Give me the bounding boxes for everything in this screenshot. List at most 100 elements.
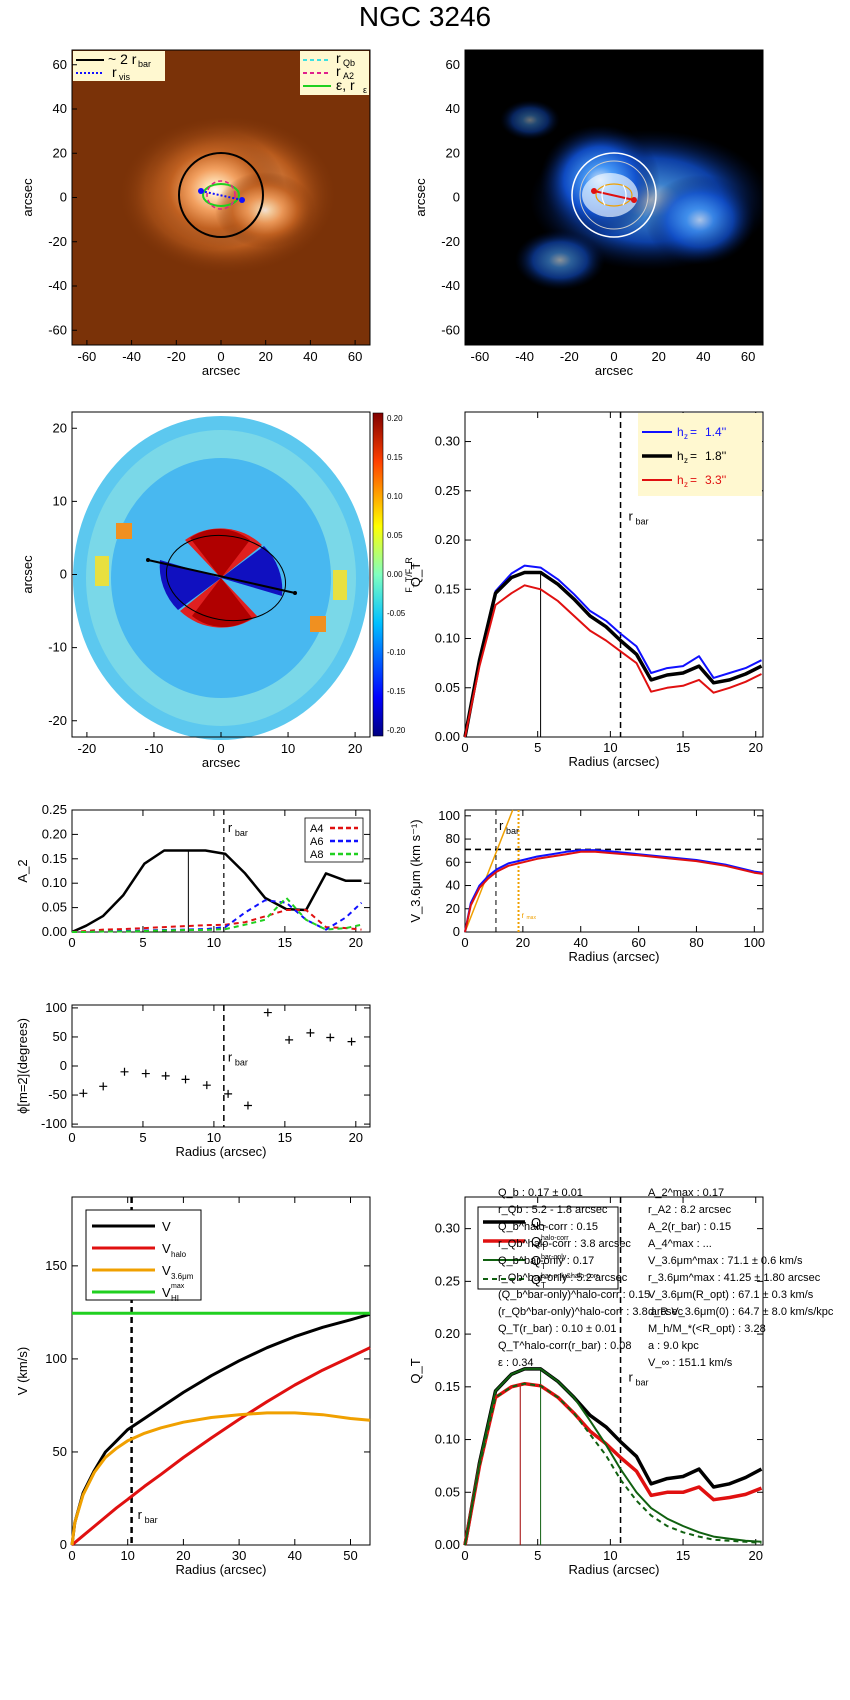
vcomp-xtick-label: 40 xyxy=(288,1548,302,1563)
img-left-ytick-label: 40 xyxy=(53,101,67,116)
a2-xtick-label: 5 xyxy=(139,935,146,950)
qt-corr-chart: 0 5 10 15 20 0.00 0.05 0.10 0.15 0.20 0.25 0.30 Radi… xyxy=(408,1196,764,1577)
img-right-ytick-label: 40 xyxy=(446,101,460,116)
a2-chart: 0 5 10 15 20 0.00 0.05 0.10 0.15 0.20 0.25 A_2 r bar A… xyxy=(15,802,371,950)
qt_corr-ytick-label: 0.05 xyxy=(435,1484,460,1499)
qt_hz-frame xyxy=(464,411,764,738)
vrot-frame xyxy=(464,809,764,933)
qt_corr-xlabel: Radius (arcsec) xyxy=(568,1562,659,1577)
legend-prefix: h xyxy=(677,473,684,487)
qt_hz-ytick-label: 0.25 xyxy=(435,483,460,498)
vcomp-ylabel: V (km/s) xyxy=(15,1347,30,1395)
parameter-column-right: A_2^max : 0.17 r_A2 : 8.2 arcsec A_2(r_bar… xyxy=(648,1185,833,1372)
galaxy-legend-left: ~ 2 r bar r vis xyxy=(73,51,165,82)
img-right-xtick-label: 20 xyxy=(651,349,665,364)
galaxy-legend-right: r Qb r A2 ε, r ε xyxy=(300,50,369,95)
rbar-label-sub: bar xyxy=(235,828,248,838)
qt_hz-ytick-label: 0.05 xyxy=(435,680,460,695)
vrot-ytick-label: 20 xyxy=(446,901,460,916)
parameter-row: Q_b^bar-only : 0.17 xyxy=(498,1255,595,1267)
phi-ytick-label: -100 xyxy=(41,1116,67,1131)
series-line xyxy=(71,1346,371,1547)
colorbar-tick-label: 0.05 xyxy=(387,531,403,540)
vcomp-xtick-label: 10 xyxy=(120,1548,134,1563)
img-right-xtick-label: 0 xyxy=(610,349,617,364)
qt_hz-ylabel: Q_T xyxy=(408,562,423,587)
parameter-row: r_Qb^halo-corr : 3.8 arcsec xyxy=(498,1238,631,1250)
qt_hz-ytick-label: 0.30 xyxy=(435,434,460,449)
a2-frame xyxy=(71,809,371,933)
parameter-row: a : 9.0 kpc xyxy=(648,1340,699,1352)
img-right-ytick-label: -40 xyxy=(441,278,460,293)
qt_corr-ytick-label: 0.10 xyxy=(435,1432,460,1447)
vcomp-ytick-label: 0 xyxy=(60,1537,67,1552)
qt_corr-frame xyxy=(464,1196,764,1546)
parameter-row: (r_Qb^bar-only)^halo-corr : 3.8 arcsec xyxy=(498,1306,684,1318)
legend-eq: = xyxy=(690,473,697,487)
rmax-label-sub: max xyxy=(527,915,537,921)
vrot-xlabel: Radius (arcsec) xyxy=(568,949,659,964)
qt_hz-ytick-label: 0.15 xyxy=(435,581,460,596)
a2-xtick-label: 20 xyxy=(349,935,363,950)
galaxy-image-overlay xyxy=(178,152,264,238)
qt_corr-xtick-label: 20 xyxy=(748,1548,762,1563)
colorbar-tick-label: 0.15 xyxy=(387,453,403,462)
img-left-ytick-label: 20 xyxy=(53,145,67,160)
colorbar-tick-label: 0.20 xyxy=(387,414,403,423)
qt_hz-ytick-label: 0.00 xyxy=(435,729,460,744)
vcomp-xtick-label: 50 xyxy=(343,1548,357,1563)
legend-label: V xyxy=(162,1241,171,1256)
qmap-ytick-label: -20 xyxy=(48,713,67,728)
qt_corr-ytick-label: 0.25 xyxy=(435,1273,460,1288)
rbar-label-sub: bar xyxy=(235,1057,248,1067)
vcomp-xtick-label: 30 xyxy=(232,1548,246,1563)
legend-item-ra2-sub: A2 xyxy=(343,71,354,81)
parameter-row: A_2^max : 0.17 xyxy=(648,1187,725,1199)
legend-label: Q xyxy=(531,1215,541,1230)
vrot-ytick-label: 60 xyxy=(446,854,460,869)
legend-label-sub: T xyxy=(541,1243,546,1252)
img-right-ytick-label: 60 xyxy=(446,57,460,72)
colorbar-tick-label: 0.00 xyxy=(387,570,403,579)
qt_hz-xtick-label: 15 xyxy=(676,740,690,755)
scatter-point xyxy=(120,1067,129,1076)
img-right-ytick-label: -20 xyxy=(441,234,460,249)
parameter-row: Q_b : 0.17 ± 0.01 xyxy=(498,1187,583,1199)
img-left-xtick-label: 0 xyxy=(217,349,224,364)
img-right-xtick-label: 60 xyxy=(741,349,755,364)
legend-label: A8 xyxy=(310,849,323,861)
parameter-column-left: Q_b : 0.17 ± 0.01 r_Qb : 5.2 - 1.8 arcsec… xyxy=(498,1185,683,1372)
series-line xyxy=(464,584,762,738)
a2-ylabel: A_2 xyxy=(15,859,30,882)
vrot-ytick-label: 0 xyxy=(453,924,460,939)
qmap-ytick-label: -10 xyxy=(48,640,67,655)
parameter-row: A_2(r_bar) : 0.15 xyxy=(648,1221,732,1233)
scatter-point xyxy=(181,1075,190,1084)
series-line xyxy=(70,1312,371,1546)
legend-prefix-sub: z xyxy=(684,480,688,489)
legend-label-sub: HI xyxy=(171,1294,179,1303)
qmap-xtick-label: -10 xyxy=(145,741,164,756)
legend-eq: = xyxy=(690,449,697,463)
residual-image-overlay xyxy=(571,152,657,238)
series-line xyxy=(464,850,764,933)
legend-label: 3.3'' xyxy=(705,473,726,487)
colorbar-tick-label: -0.05 xyxy=(387,609,406,618)
vcomp-ytick-label: 50 xyxy=(53,1444,67,1459)
scatter-point xyxy=(263,1008,272,1017)
img-left-ytick-label: -40 xyxy=(48,278,67,293)
colorbar-tick-label: 0.10 xyxy=(387,492,403,501)
img-right-ylabel: arcsec xyxy=(413,178,428,217)
qmap-xtick-label: -20 xyxy=(78,741,97,756)
series-line xyxy=(464,564,762,738)
series-line xyxy=(71,849,362,934)
legend-label-sub: T xyxy=(541,1224,546,1233)
legend-label: 1.4'' xyxy=(705,425,726,439)
parameter-row: Q_T(r_bar) : 0.10 ± 0.01 xyxy=(498,1323,617,1335)
img-left-ytick-label: -20 xyxy=(48,234,67,249)
scatter-point xyxy=(243,1101,252,1110)
vrot-ytick-label: 40 xyxy=(446,878,460,893)
img-left-xtick-label: 60 xyxy=(348,349,362,364)
legend-prefix-sub: z xyxy=(684,432,688,441)
qmap-ylabel: arcsec xyxy=(20,555,35,594)
